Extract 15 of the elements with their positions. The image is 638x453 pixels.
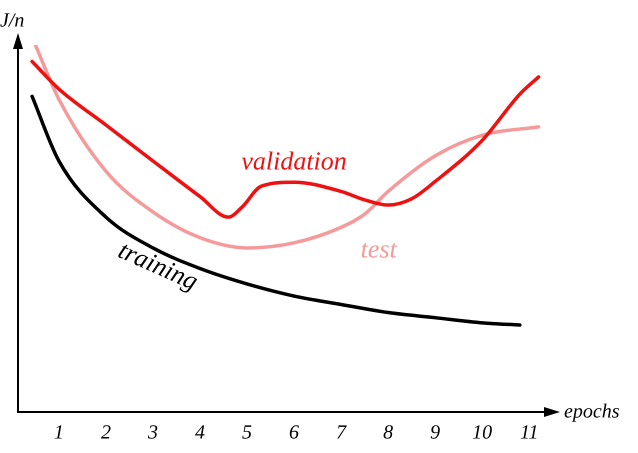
x-tick-label: 3 — [146, 421, 158, 444]
x-tick-label: 9 — [430, 421, 440, 444]
x-tick-label: 10 — [472, 421, 492, 444]
y-axis-title: J/n — [0, 9, 24, 32]
x-tick-label: 6 — [289, 421, 300, 444]
x-tick-label: 2 — [100, 421, 111, 444]
x-tick-label: 7 — [336, 421, 348, 444]
x-tick-label: 1 — [54, 421, 64, 444]
x-tick-label: 11 — [520, 421, 538, 444]
series-label: test — [360, 234, 398, 264]
x-tick-label: 5 — [242, 421, 252, 444]
x-axis-title: epochs — [564, 400, 620, 422]
x-tick-label: 4 — [194, 421, 205, 444]
x-tick-label: 8 — [383, 421, 394, 444]
series-label: validation — [241, 146, 347, 176]
